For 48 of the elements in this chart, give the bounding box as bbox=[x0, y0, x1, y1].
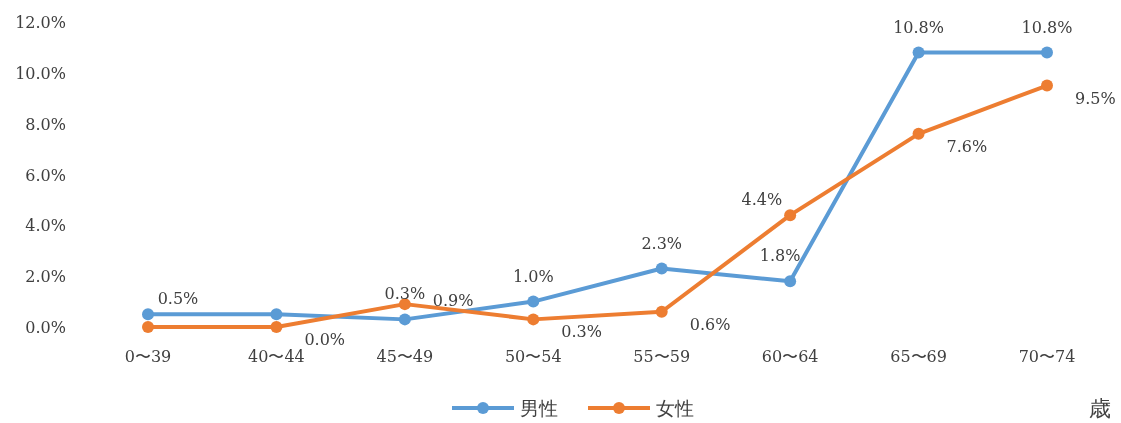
point bbox=[527, 313, 540, 326]
point bbox=[784, 275, 797, 288]
x-tick-label: 50〜54 bbox=[504, 347, 562, 366]
point bbox=[784, 209, 797, 222]
data-label: 0.0% bbox=[304, 330, 346, 349]
point bbox=[912, 46, 925, 59]
point bbox=[142, 308, 154, 321]
x-tick-label: 70〜74 bbox=[1018, 347, 1076, 366]
data-label: 4.4% bbox=[741, 190, 783, 210]
point bbox=[398, 313, 411, 326]
x-tick-label: 55〜59 bbox=[633, 347, 691, 366]
point bbox=[270, 308, 283, 321]
data-label: 2.3% bbox=[641, 233, 683, 253]
point bbox=[142, 321, 154, 333]
data-label: 10.8% bbox=[1021, 17, 1073, 37]
data-label: 10.8% bbox=[893, 17, 944, 37]
data-label: 1.0% bbox=[512, 266, 554, 286]
x-axis-title: 歳 bbox=[1089, 396, 1111, 421]
data-label: 0.5% bbox=[157, 289, 199, 309]
y-tick-label: 4.0% bbox=[25, 216, 66, 236]
data-label: 1.8% bbox=[759, 246, 801, 266]
data-label: 0.6% bbox=[689, 314, 731, 334]
data-label: 7.6% bbox=[946, 136, 988, 156]
data-label: 9.5% bbox=[1075, 88, 1116, 108]
x-tick-label: 65〜69 bbox=[890, 347, 947, 366]
point bbox=[1041, 79, 1053, 92]
point bbox=[655, 262, 668, 275]
x-tick-label: 40〜44 bbox=[248, 347, 305, 366]
point bbox=[912, 127, 925, 140]
data-label: 0.9% bbox=[432, 291, 474, 311]
data-label: 0.3% bbox=[384, 284, 426, 304]
y-tick-label: 2.0% bbox=[25, 267, 66, 287]
legend-label: 女性 bbox=[656, 397, 694, 419]
y-tick-label: 6.0% bbox=[25, 165, 66, 185]
point bbox=[527, 295, 540, 308]
legend-label: 男性 bbox=[520, 397, 558, 419]
y-tick-label: 10.0% bbox=[15, 63, 66, 83]
point bbox=[398, 298, 411, 311]
point bbox=[1041, 46, 1053, 59]
x-tick-label: 60〜64 bbox=[761, 347, 819, 366]
point bbox=[655, 305, 668, 318]
point bbox=[270, 321, 283, 333]
y-tick-label: 12.0% bbox=[15, 13, 66, 32]
y-tick-label: 8.0% bbox=[25, 114, 66, 134]
x-tick-label: 0〜39 bbox=[124, 347, 172, 366]
x-tick-label: 45〜49 bbox=[376, 347, 434, 366]
data-label: 0.3% bbox=[561, 322, 602, 342]
y-tick-label: 0.0% bbox=[25, 318, 66, 337]
